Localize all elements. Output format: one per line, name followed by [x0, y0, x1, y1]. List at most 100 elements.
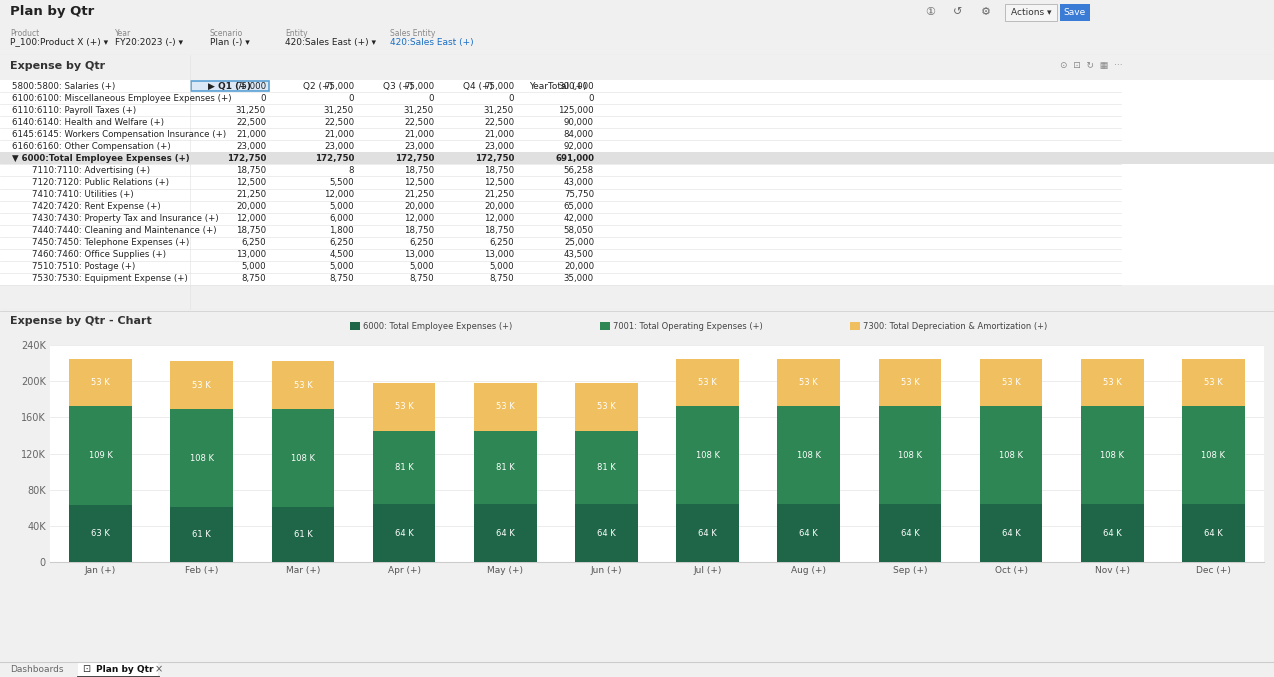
Text: 0: 0 [260, 93, 266, 103]
Bar [1080, 359, 1144, 406]
Text: Plan (-) ▾: Plan (-) ▾ [210, 37, 250, 47]
Text: 7510:7510: Postage (+): 7510:7510: Postage (+) [32, 263, 135, 271]
Text: ▶ Q1 (+): ▶ Q1 (+) [209, 81, 251, 91]
Text: 5,000: 5,000 [489, 263, 513, 271]
Text: 53 K: 53 K [799, 378, 818, 387]
Text: 8,750: 8,750 [489, 274, 513, 284]
Text: 18,750: 18,750 [236, 166, 266, 175]
Bar [777, 359, 840, 406]
Text: Sales Entity: Sales Entity [390, 29, 436, 38]
Text: 53 K: 53 K [1204, 378, 1223, 387]
Bar [1182, 359, 1245, 406]
Bar [879, 359, 941, 406]
Text: 21,000: 21,000 [236, 130, 266, 139]
Text: 63 K: 63 K [92, 529, 110, 538]
Text: 64 K: 64 K [1204, 529, 1223, 538]
Text: 22,500: 22,500 [324, 118, 354, 127]
Text: 13,000: 13,000 [404, 250, 434, 259]
Text: 31,250: 31,250 [484, 106, 513, 114]
Text: Plan by Qtr: Plan by Qtr [10, 5, 94, 18]
Text: 8,750: 8,750 [409, 274, 434, 284]
Bar [0, 200, 1274, 213]
Bar [575, 383, 638, 431]
Bar [980, 359, 1042, 406]
Text: 7450:7450: Telephone Expenses (+): 7450:7450: Telephone Expenses (+) [32, 238, 190, 247]
Text: 21,250: 21,250 [236, 190, 266, 199]
Bar [879, 406, 941, 504]
Text: 21,000: 21,000 [324, 130, 354, 139]
Text: ⚙: ⚙ [981, 7, 991, 17]
Text: 23,000: 23,000 [404, 141, 434, 151]
Bar [0, 248, 1274, 261]
Bar [575, 431, 638, 504]
Text: 22,500: 22,500 [236, 118, 266, 127]
Text: 108 K: 108 K [1101, 451, 1124, 460]
Bar [676, 406, 739, 504]
Text: 75,000: 75,000 [484, 81, 513, 91]
Text: 6,000: 6,000 [330, 214, 354, 223]
Text: 53 K: 53 K [92, 378, 110, 387]
Text: Expense by Qtr: Expense by Qtr [10, 61, 106, 71]
Text: 420:Sales East (+) ▾: 420:Sales East (+) ▾ [285, 37, 376, 47]
Text: 12,500: 12,500 [484, 178, 513, 187]
Text: 5,000: 5,000 [330, 202, 354, 211]
Text: 13,000: 13,000 [236, 250, 266, 259]
Bar [1060, 4, 1091, 21]
Bar [373, 383, 436, 431]
Text: 109 K: 109 K [89, 452, 112, 460]
Text: 108 K: 108 K [290, 454, 315, 462]
Text: 691,000: 691,000 [555, 154, 594, 163]
Text: 43,500: 43,500 [564, 250, 594, 259]
Text: 90,000: 90,000 [564, 118, 594, 127]
Bar [1005, 4, 1057, 21]
Text: 64 K: 64 K [698, 529, 717, 538]
Text: 64 K: 64 K [1103, 529, 1121, 538]
Bar [0, 261, 1274, 273]
Bar [191, 81, 269, 91]
Bar [0, 213, 1274, 225]
Text: 6145:6145: Workers Compensation Insurance (+): 6145:6145: Workers Compensation Insuranc… [11, 130, 225, 139]
Text: 6,250: 6,250 [241, 238, 266, 247]
Text: 23,000: 23,000 [484, 141, 513, 151]
Text: 53 K: 53 K [901, 378, 920, 387]
Text: 64 K: 64 K [799, 529, 818, 538]
Bar [879, 504, 941, 562]
Text: 18,750: 18,750 [404, 166, 434, 175]
Bar [0, 128, 1274, 140]
Text: 172,750: 172,750 [395, 154, 434, 163]
Bar [1182, 504, 1245, 562]
Text: Save: Save [1064, 8, 1087, 17]
Text: Q4 (+): Q4 (+) [462, 81, 493, 91]
Bar [777, 504, 840, 562]
Text: 53 K: 53 K [496, 402, 515, 412]
Bar [980, 504, 1042, 562]
Text: ⊙  ⊡  ↻  ▦  ···: ⊙ ⊡ ↻ ▦ ··· [1060, 61, 1122, 70]
Bar [0, 140, 1274, 152]
Text: 172,750: 172,750 [475, 154, 513, 163]
Text: 0: 0 [508, 93, 513, 103]
Text: Product: Product [10, 29, 39, 38]
Text: 35,000: 35,000 [564, 274, 594, 284]
Bar [0, 152, 1274, 165]
Text: 6000: Total Employee Expenses (+): 6000: Total Employee Expenses (+) [363, 322, 512, 330]
Text: 23,000: 23,000 [236, 141, 266, 151]
Text: ①: ① [925, 7, 935, 17]
Text: 172,750: 172,750 [227, 154, 266, 163]
Text: ×: × [155, 664, 163, 674]
Text: 84,000: 84,000 [564, 130, 594, 139]
Text: 23,000: 23,000 [324, 141, 354, 151]
Text: 108 K: 108 K [898, 451, 922, 460]
Text: 18,750: 18,750 [236, 226, 266, 235]
Bar [373, 431, 436, 504]
Bar [980, 406, 1042, 504]
Bar [676, 504, 739, 562]
Text: 7001: Total Operating Expenses (+): 7001: Total Operating Expenses (+) [613, 322, 763, 330]
Bar [271, 507, 334, 562]
Bar [69, 406, 132, 505]
Text: 43,000: 43,000 [564, 178, 594, 187]
Text: 1,800: 1,800 [330, 226, 354, 235]
Text: 0: 0 [428, 93, 434, 103]
Bar [0, 92, 1274, 104]
Text: Plan by Qtr: Plan by Qtr [96, 665, 153, 674]
Text: 7460:7460: Office Supplies (+): 7460:7460: Office Supplies (+) [32, 250, 166, 259]
